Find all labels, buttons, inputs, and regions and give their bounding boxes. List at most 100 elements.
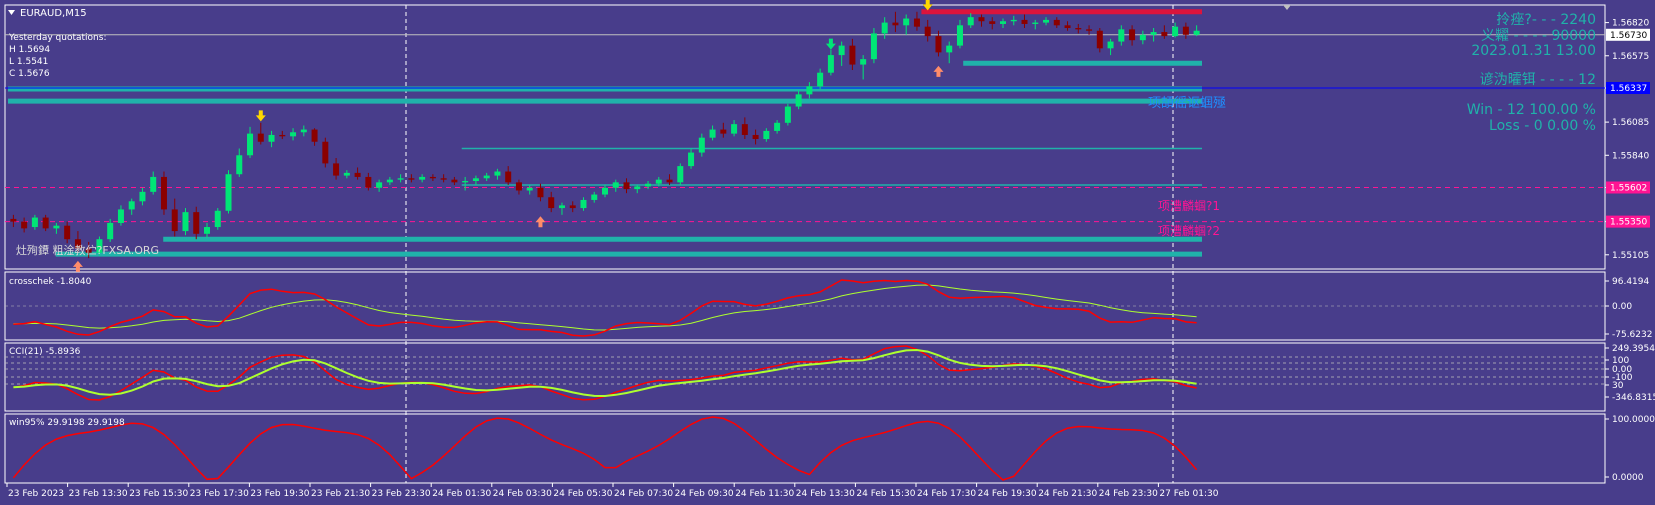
candle-body: [117, 209, 124, 223]
time-tick-label: 23 Feb 21:30: [311, 489, 370, 499]
price-tick-label: 1.56575: [1612, 52, 1649, 62]
candle-body: [1118, 29, 1125, 42]
candle-body: [182, 212, 189, 232]
yesterday-close: C 1.5676: [9, 69, 50, 79]
time-tick-label: 23 Feb 17:30: [190, 489, 249, 499]
time-tick-label: 27 Feb 01:30: [1159, 489, 1218, 499]
candle-body: [720, 129, 727, 134]
candle-body: [548, 197, 555, 209]
candle-body: [978, 17, 985, 22]
cci-tick-label: 249.3954: [1612, 344, 1655, 354]
price-tick-label: 1.56085: [1612, 118, 1649, 128]
time-tick-label: 24 Feb 01:30: [432, 489, 491, 499]
price-tick-label: 1.55105: [1612, 251, 1649, 261]
time-tick-label: 23 Feb 13:30: [69, 489, 128, 499]
candle-body: [946, 45, 953, 53]
cci-tick-label: 30: [1612, 381, 1624, 391]
pink-level1-tag: 1.55602: [1610, 183, 1647, 193]
win95-label: win95% 29.9198 29.9198: [9, 418, 125, 428]
pink-level1-tag-bg: [1606, 181, 1650, 194]
candle-body: [10, 218, 17, 222]
candle-body: [795, 94, 802, 107]
candle-body: [709, 129, 716, 138]
candle-body: [849, 45, 856, 65]
candle-body: [752, 134, 759, 140]
candle-body: [860, 59, 867, 65]
small-down-arrow-icon: [825, 38, 836, 50]
cci-tick-label: 0.00: [1612, 365, 1632, 375]
candle-body: [376, 182, 383, 188]
price-tick-label: 1.55840: [1612, 151, 1649, 161]
candle-body: [397, 178, 404, 180]
candle-body: [214, 210, 221, 228]
candle-body: [204, 227, 210, 234]
candle-body: [354, 172, 361, 177]
blue-level-label: 项頡徭讴蝈殛: [1148, 96, 1226, 111]
win95-line: [12, 416, 1198, 481]
main-panel-frame: [4, 4, 1606, 270]
candle-body: [1150, 32, 1157, 35]
time-tick-label: 24 Feb 17:30: [917, 489, 976, 499]
chart-shift-marker[interactable]: [1283, 5, 1291, 10]
candle-body: [247, 133, 254, 156]
time-tick-label: 24 Feb 15:30: [856, 489, 915, 499]
time-tick-label: 24 Feb 03:30: [493, 489, 552, 499]
candle-body: [602, 187, 608, 195]
candle-body: [1032, 22, 1039, 24]
candle-body: [784, 106, 791, 123]
chart-menu-arrow-icon[interactable]: [8, 10, 15, 15]
candle-body: [429, 176, 436, 179]
info-line-4: 谚沩曤铒 - - - - 12: [1480, 72, 1596, 88]
candle-body: [96, 239, 103, 253]
candle-body: [741, 124, 748, 135]
candle-body: [1129, 29, 1136, 41]
candle-body: [462, 181, 469, 183]
cci-tick-label: -100: [1612, 373, 1633, 383]
crosschek-tick-label: -75.6232: [1612, 330, 1652, 340]
candle-body: [171, 209, 178, 232]
time-tick-label: 24 Feb 23:30: [1099, 489, 1158, 499]
win-stat: Win - 12 100.00 %: [1467, 102, 1596, 118]
candle-body: [623, 182, 630, 190]
candle-body: [569, 205, 576, 209]
time-tick-label: 23 Feb 2023: [8, 489, 64, 499]
candle-body: [698, 137, 705, 153]
candle-body: [655, 179, 662, 184]
candle-body: [763, 130, 770, 140]
yesterday-high: H 1.5694: [9, 45, 50, 55]
candle-body: [989, 21, 996, 24]
time-tick-label: 24 Feb 11:30: [735, 489, 794, 499]
blue-level-tag: 1.56337: [1610, 84, 1647, 94]
candle-body: [483, 175, 490, 179]
candle-body: [1096, 30, 1103, 49]
current-price-tag-bg: [1606, 28, 1650, 41]
candle-body: [591, 194, 598, 200]
crosschek-main-line: [13, 279, 1197, 337]
candle-body: [1193, 30, 1200, 35]
win95-tick-label: 0.0000: [1612, 473, 1644, 483]
candle-body: [892, 22, 899, 26]
candle-body: [634, 186, 641, 190]
candle-body: [311, 129, 318, 142]
candle-body: [526, 187, 533, 191]
candle-body: [881, 22, 888, 34]
time-tick-label: 24 Feb 05:30: [553, 489, 612, 499]
candle-body: [515, 182, 522, 191]
yesterday-heading: Yesterday quotations:: [8, 33, 106, 43]
candle-body: [42, 217, 49, 229]
candle-body: [870, 33, 877, 60]
candle-body: [128, 201, 135, 210]
candle-body: [193, 212, 200, 234]
time-tick-label: 24 Feb 19:30: [978, 489, 1037, 499]
candle-body: [257, 133, 264, 142]
candle-body: [1043, 19, 1050, 23]
crosschek-label: crosschek -1.8040: [9, 277, 92, 287]
candle-body: [268, 134, 275, 142]
candle-body: [236, 155, 243, 175]
candle-body: [1086, 29, 1093, 31]
time-tick-label: 23 Feb 19:30: [250, 489, 309, 499]
buy-arrow-icon: [933, 65, 944, 77]
